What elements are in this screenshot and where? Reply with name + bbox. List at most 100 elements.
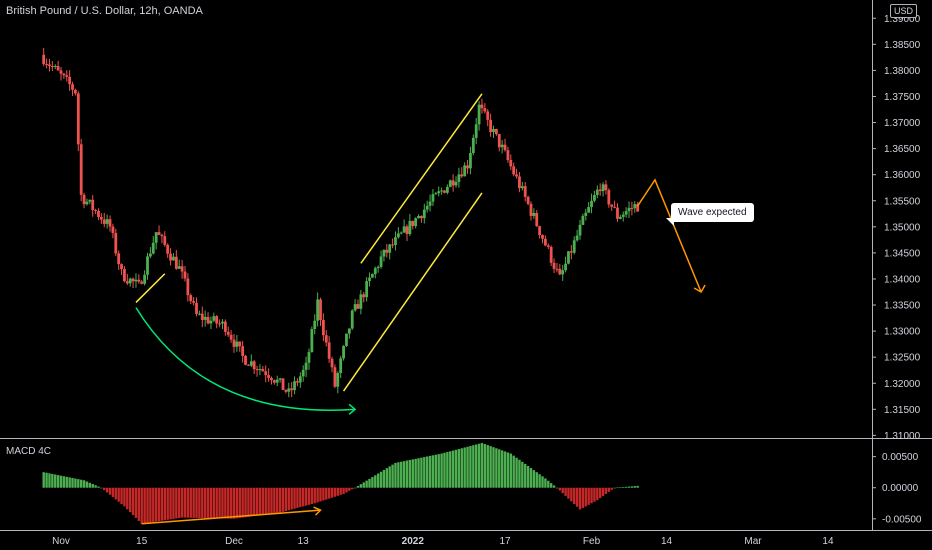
macd-bar [189, 487, 192, 518]
macd-bar [515, 457, 518, 488]
candle-body [474, 124, 478, 138]
macd-bar [598, 487, 602, 499]
macd-bar [535, 472, 538, 488]
macd-bar [126, 487, 129, 510]
macd-tick-label: -0.00500 [882, 514, 922, 525]
drawings [135, 93, 706, 525]
macd-bar [503, 451, 507, 488]
macd-bar [48, 473, 51, 488]
macd-bar [555, 487, 559, 489]
candle-body [598, 189, 602, 192]
candle-body [437, 191, 441, 194]
price-tick-label: 1.37500 [884, 92, 921, 103]
candle-body [272, 380, 276, 383]
candle-body [59, 70, 63, 74]
wave-expected-callout: Wave expected [666, 203, 754, 226]
candle-body [593, 195, 596, 201]
macd-bar [440, 453, 443, 488]
macd-bar [466, 446, 469, 488]
macd-bar [59, 475, 63, 488]
macd-bar [480, 442, 484, 488]
time-tick-label: 2022 [402, 536, 425, 547]
candle-body [244, 355, 247, 365]
candle-body [636, 204, 640, 212]
macd-bar [607, 487, 611, 492]
macd-bar [547, 480, 550, 488]
macd-bar [94, 485, 97, 488]
candle-body [526, 196, 530, 204]
candle-body [48, 64, 51, 67]
macd-bar [146, 487, 149, 523]
macd-bar [166, 487, 169, 520]
time-axis[interactable]: Nov 15 Dec 13 2022 17 Feb 14 Mar 14 [52, 536, 834, 547]
macd-bar [374, 475, 377, 488]
macd-bar [434, 454, 438, 488]
candle-body [258, 369, 262, 371]
macd-bar [616, 487, 619, 489]
candle-body [313, 320, 317, 330]
candle-body [148, 253, 152, 257]
macd-bar [169, 487, 172, 520]
candle-body [466, 165, 469, 169]
candle-body [174, 256, 178, 269]
chart-title: British Pound / U.S. Dollar, 12h, OANDA [6, 5, 203, 17]
macd-bar [561, 487, 564, 494]
macd-bar [258, 487, 262, 516]
candle-body [371, 274, 374, 278]
macd-bar [486, 445, 489, 488]
macd-bar [564, 487, 567, 496]
candle-body [117, 253, 121, 265]
macd-bar [443, 452, 446, 488]
candle-body [154, 232, 158, 243]
candle-body [399, 232, 403, 234]
candle-body [180, 266, 184, 272]
macd-bar [108, 487, 112, 495]
macd-bar [489, 446, 492, 488]
time-tick-label: Feb [583, 536, 601, 547]
candle-body [310, 329, 314, 353]
candle-body [616, 207, 619, 219]
candle-body [569, 251, 573, 253]
candle-body [290, 388, 294, 391]
macd-bar [281, 487, 285, 512]
candle-body [56, 65, 60, 71]
candle-body [497, 134, 501, 148]
candle-body [195, 302, 198, 314]
macd-bar [359, 484, 363, 488]
macd-bar [446, 452, 449, 488]
candle-body [520, 186, 524, 189]
price-axis[interactable]: 1.39000 1.38500 1.38000 1.37500 1.37000 1.365… [872, 14, 921, 442]
macd-tick-label: 0.00000 [882, 483, 919, 494]
macd-bar [587, 487, 590, 505]
candle-body [342, 345, 345, 359]
macd-bar [123, 487, 126, 507]
candle-body [146, 256, 149, 275]
candle-body [111, 226, 115, 234]
macd-bar [345, 487, 348, 493]
macd-bar [56, 475, 60, 488]
macd-bar [149, 487, 152, 523]
macd-bar [619, 487, 622, 488]
macd-bar [394, 462, 397, 488]
macd-bar [570, 487, 573, 502]
macd-bar [201, 487, 204, 519]
currency-badge[interactable]: USD [890, 4, 918, 18]
macd-bar [348, 487, 351, 491]
candle-body [572, 240, 576, 253]
macd-bar [425, 456, 429, 488]
arc-arrowhead [348, 403, 357, 415]
macd-bar [627, 486, 631, 488]
candle-body [512, 166, 516, 175]
price-tick-label: 1.31500 [884, 405, 921, 416]
candle-body [327, 342, 331, 359]
macd-axis[interactable]: 0.00500 0.00000 -0.00500 [872, 452, 922, 525]
macd-bar [506, 452, 510, 488]
price-tick-label: 1.35500 [884, 196, 921, 207]
candle-body [76, 93, 80, 145]
macd-bar [77, 479, 80, 488]
macd-bar [287, 487, 290, 511]
candle-body [114, 233, 118, 254]
candle-body [621, 214, 625, 217]
candle-body [353, 304, 357, 311]
